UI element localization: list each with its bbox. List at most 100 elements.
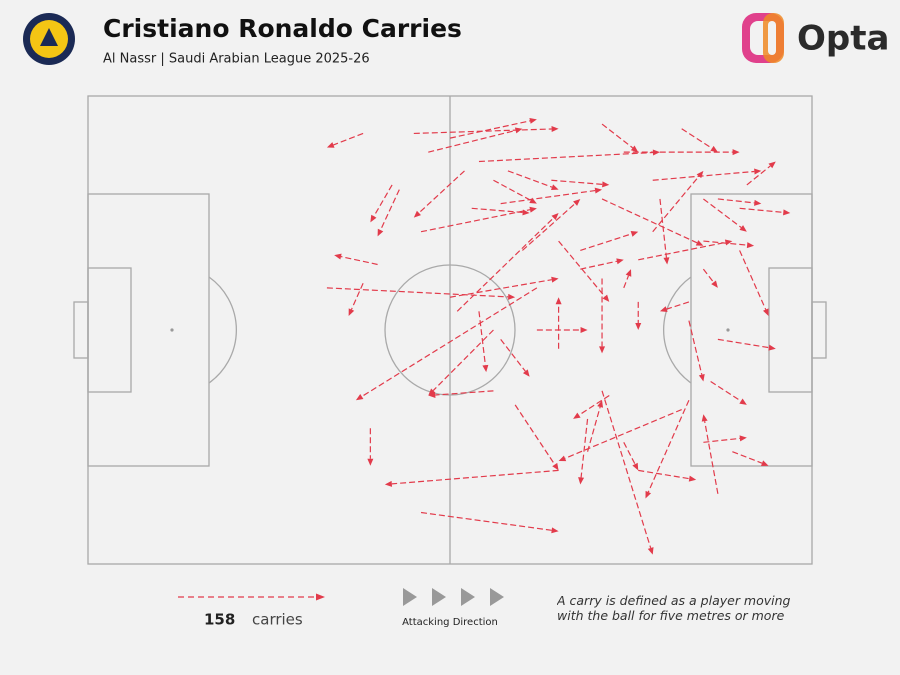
carry (635, 301, 642, 330)
carry (551, 179, 610, 188)
carry-head (630, 145, 639, 153)
carry-head (701, 414, 708, 422)
carry (586, 400, 604, 452)
carry-head (573, 198, 581, 206)
carry (449, 276, 559, 298)
carry-line (449, 279, 552, 298)
carry-line (638, 241, 726, 261)
carry (623, 442, 639, 471)
carry-head (768, 344, 776, 351)
carry-head (355, 393, 364, 401)
carry-head (635, 323, 642, 330)
carry (601, 390, 654, 555)
carry (555, 297, 562, 349)
carry (428, 127, 523, 153)
carry (601, 123, 639, 153)
carry-head (659, 306, 668, 312)
carry (638, 469, 697, 482)
carry (659, 301, 690, 312)
carry-line (710, 380, 742, 402)
note: A carry is defined as a player moving wi… (557, 593, 791, 623)
carry-head (334, 253, 342, 260)
carry (413, 170, 465, 218)
carry-head (632, 462, 639, 471)
carry-line (420, 209, 531, 233)
carry (652, 170, 704, 233)
carry-head (578, 477, 585, 485)
carry-line (586, 406, 601, 452)
carry (703, 240, 755, 249)
carry-head (599, 346, 606, 354)
carry-line (507, 170, 553, 188)
carry-head (647, 547, 654, 555)
carry-head (696, 170, 704, 179)
carry-head (551, 527, 559, 534)
carry (659, 198, 670, 265)
brand-logo (742, 13, 784, 63)
carry-line (739, 207, 784, 213)
carry-line (340, 256, 378, 266)
carry (367, 428, 374, 466)
carry-head (522, 209, 530, 216)
carry-line (703, 240, 748, 246)
carry (326, 132, 364, 148)
carry (522, 198, 581, 251)
carry-line (514, 404, 556, 465)
carry-head (695, 240, 704, 246)
carry (623, 269, 632, 289)
carry (645, 399, 690, 499)
carry-head (688, 475, 697, 482)
carry (638, 239, 733, 261)
carries (326, 117, 791, 555)
carry-line (746, 165, 771, 186)
carry-head (384, 480, 393, 487)
carry-line (688, 320, 703, 375)
carry-head (326, 142, 335, 148)
carry (370, 184, 393, 223)
carry (514, 404, 559, 471)
carry-head (724, 239, 733, 246)
carry (500, 338, 530, 377)
carry-head (746, 242, 755, 249)
carry-line (601, 123, 634, 149)
carry (493, 179, 537, 204)
carry-head (630, 231, 639, 237)
carry-head (551, 125, 559, 132)
carry-line (623, 275, 630, 289)
carry-line (652, 175, 700, 233)
legend-label: carries (252, 611, 303, 629)
carry-head (597, 400, 604, 408)
direction-label: Attacking Direction (402, 617, 498, 628)
carry-line (373, 184, 393, 217)
carry-line (623, 442, 636, 465)
carry-line (478, 311, 486, 366)
carry-head (711, 280, 718, 288)
carry-line (601, 390, 652, 549)
carry-head (551, 276, 559, 283)
carry-line (580, 418, 589, 478)
carry-line (739, 250, 767, 310)
carry-line (652, 170, 755, 181)
carry (701, 414, 719, 494)
carry-head (616, 258, 624, 265)
carry (449, 117, 537, 139)
carry-head (710, 145, 718, 153)
carry (500, 187, 603, 205)
carry-line (478, 151, 654, 163)
carry (703, 198, 747, 232)
carry-head (558, 455, 567, 462)
carry-head (602, 294, 610, 302)
carry (739, 207, 791, 216)
note-box: A carry is defined as a player moving wi… (557, 593, 791, 623)
carry-head (413, 210, 421, 218)
carry-line (564, 409, 682, 459)
carry (413, 125, 559, 135)
carry-head (529, 206, 537, 213)
carry-head (573, 412, 581, 419)
carry-line (522, 203, 576, 251)
carry-line (704, 421, 719, 494)
carry-head (514, 127, 523, 134)
carry (428, 390, 494, 399)
carry-line (580, 260, 618, 270)
